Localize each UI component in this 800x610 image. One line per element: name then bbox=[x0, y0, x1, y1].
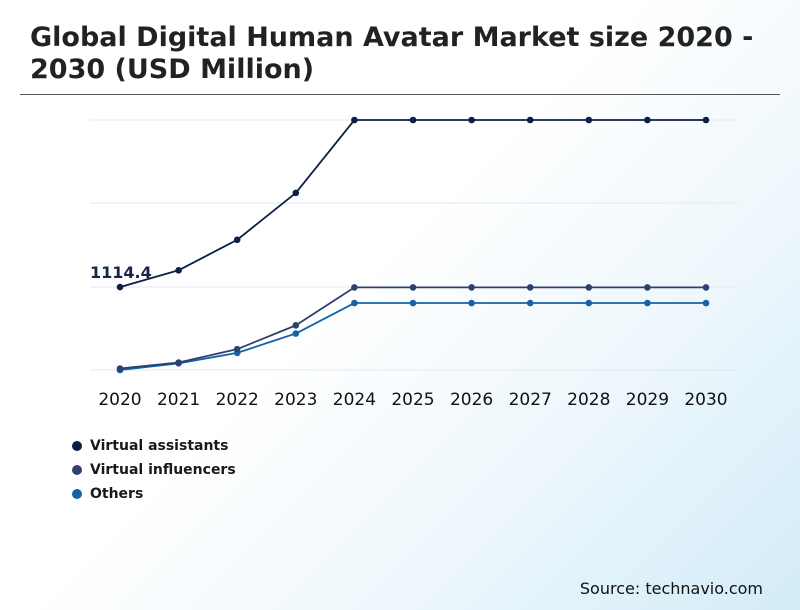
data-point-virtual-influencers-2024 bbox=[351, 284, 358, 291]
data-point-others-2030 bbox=[702, 299, 710, 307]
data-label-2020: 1114.4 bbox=[90, 263, 152, 282]
source-credit: Source: technavio.com bbox=[579, 579, 763, 598]
x-tick-label-2029: 2029 bbox=[626, 390, 669, 410]
data-point-others-2028 bbox=[585, 299, 593, 307]
data-point-virtual-influencers-2027 bbox=[526, 284, 534, 291]
legend-marker-others bbox=[72, 489, 82, 499]
data-point-virtual-influencers-2029 bbox=[644, 284, 651, 291]
data-point-virtual-influencers-2026 bbox=[468, 284, 475, 291]
title-divider bbox=[20, 94, 780, 95]
data-point-virtual-influencers-2023 bbox=[292, 322, 300, 329]
data-point-virtual-influencers-2025 bbox=[409, 284, 417, 291]
chart-title: Global Digital Human Avatar Market size … bbox=[30, 22, 754, 85]
x-tick-label-2026: 2026 bbox=[450, 390, 493, 410]
data-point-others-2029 bbox=[644, 299, 651, 307]
data-point-virtual-influencers-2022 bbox=[233, 345, 241, 353]
series-line-virtual-influencers bbox=[119, 286, 706, 370]
data-point-others-2025 bbox=[409, 299, 417, 307]
data-point-others-2024 bbox=[351, 299, 358, 307]
data-point-virtual-assistants-2021 bbox=[175, 266, 182, 274]
data-point-virtual-assistants-2029 bbox=[644, 116, 651, 124]
legend-label-others: Others bbox=[90, 486, 144, 502]
legend-marker-virtual-assistants bbox=[72, 441, 82, 451]
data-point-virtual-assistants-2020 bbox=[116, 283, 124, 291]
legend-item-virtual-influencers: Virtual influencers bbox=[72, 458, 236, 482]
data-point-virtual-assistants-2027 bbox=[526, 116, 534, 124]
data-point-others-2023 bbox=[292, 330, 300, 337]
data-point-virtual-assistants-2023 bbox=[292, 189, 300, 197]
legend-item-others: Others bbox=[72, 482, 236, 506]
data-point-virtual-assistants-2025 bbox=[409, 116, 417, 124]
data-point-virtual-influencers-2021 bbox=[175, 359, 182, 366]
x-tick-label-2021: 2021 bbox=[157, 390, 200, 410]
legend-label-virtual-influencers: Virtual influencers bbox=[90, 462, 236, 478]
x-tick-label-2023: 2023 bbox=[274, 390, 317, 410]
data-point-virtual-assistants-2024 bbox=[351, 116, 358, 124]
data-point-virtual-assistants-2030 bbox=[702, 116, 710, 124]
x-tick-label-2024: 2024 bbox=[333, 390, 376, 410]
data-point-virtual-influencers-2028 bbox=[585, 284, 593, 291]
data-point-virtual-assistants-2028 bbox=[585, 116, 593, 124]
x-tick-label-2025: 2025 bbox=[391, 390, 434, 410]
data-point-virtual-assistants-2022 bbox=[233, 236, 241, 244]
x-tick-label-2022: 2022 bbox=[216, 390, 259, 410]
legend-label-virtual-assistants: Virtual assistants bbox=[90, 438, 229, 454]
chart-legend: Virtual assistants Virtual influencers O… bbox=[72, 434, 236, 506]
data-point-virtual-influencers-2030 bbox=[702, 284, 710, 291]
data-point-others-2027 bbox=[526, 299, 534, 307]
data-point-virtual-influencers-2020 bbox=[116, 365, 124, 372]
legend-marker-virtual-influencers bbox=[72, 465, 82, 475]
legend-item-virtual-assistants: Virtual assistants bbox=[72, 434, 236, 458]
series-line-others bbox=[119, 302, 706, 371]
data-point-virtual-assistants-2026 bbox=[468, 116, 475, 124]
data-point-others-2026 bbox=[468, 299, 475, 307]
series-line-virtual-assistants bbox=[119, 119, 706, 288]
x-tick-label-2030: 2030 bbox=[684, 390, 727, 410]
x-tick-label-2020: 2020 bbox=[98, 390, 141, 410]
x-tick-label-2027: 2027 bbox=[509, 390, 552, 410]
x-tick-label-2028: 2028 bbox=[567, 390, 610, 410]
